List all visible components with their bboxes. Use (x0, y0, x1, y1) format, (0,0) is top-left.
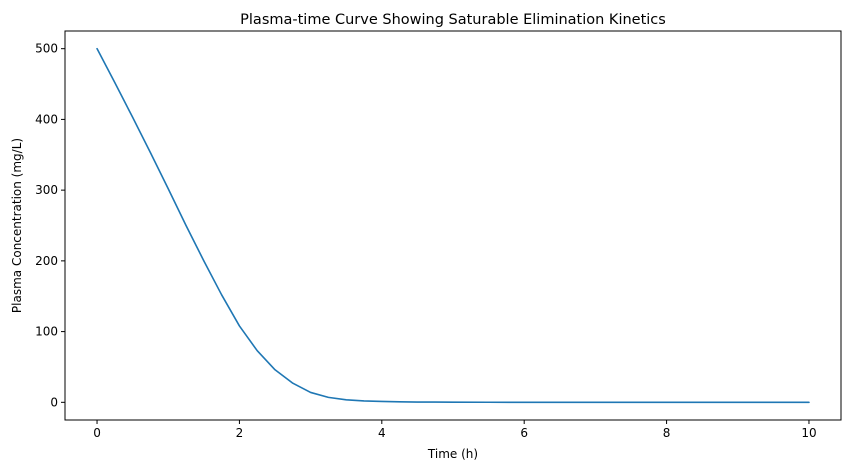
y-axis-label: Plasma Concentration (mg/L) (10, 138, 24, 313)
x-tick-label: 10 (801, 426, 816, 440)
x-tick-label: 6 (520, 426, 528, 440)
x-axis-label: Time (h) (427, 447, 478, 461)
y-tick-label: 500 (35, 42, 58, 56)
y-tick-label: 300 (35, 183, 58, 197)
chart-title: Plasma-time Curve Showing Saturable Elim… (240, 12, 666, 28)
y-tick-label: 0 (50, 395, 58, 409)
x-tick-label: 0 (93, 426, 101, 440)
y-tick-label: 100 (35, 325, 58, 339)
x-tick-label: 2 (236, 426, 244, 440)
series-layer (96, 47, 810, 404)
plot-frame (64, 30, 842, 421)
y-axis: 0 100 200 300 400 500 (35, 42, 65, 409)
y-tick-label: 200 (35, 254, 58, 268)
x-axis: 0 2 4 6 8 10 (93, 420, 817, 440)
x-tick-label: 4 (378, 426, 386, 440)
y-tick-label: 400 (35, 112, 58, 126)
x-tick-label: 8 (663, 426, 671, 440)
series-line (96, 47, 810, 404)
